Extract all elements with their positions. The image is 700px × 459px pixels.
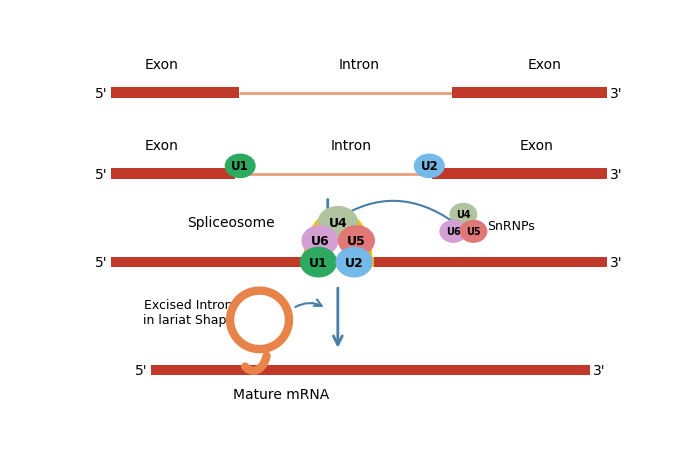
Text: Exon: Exon [144, 58, 178, 72]
Ellipse shape [225, 154, 256, 179]
Ellipse shape [440, 220, 468, 243]
Text: 5': 5' [135, 363, 148, 377]
Text: U6: U6 [311, 235, 329, 247]
Text: Mature mRNA: Mature mRNA [233, 387, 330, 401]
Text: U6: U6 [446, 227, 461, 237]
Bar [111, 257, 309, 268]
Bar [452, 88, 607, 99]
Ellipse shape [338, 226, 375, 257]
Text: Exon: Exon [520, 139, 554, 153]
Text: U5: U5 [466, 227, 481, 237]
Text: U4: U4 [328, 216, 347, 229]
Text: SnRNPs: SnRNPs [486, 219, 534, 232]
Bar [306, 257, 374, 268]
Ellipse shape [335, 247, 372, 278]
Text: 3': 3' [610, 86, 622, 101]
Ellipse shape [302, 226, 339, 257]
Text: U1: U1 [309, 256, 328, 269]
Ellipse shape [300, 247, 337, 278]
Ellipse shape [449, 203, 477, 226]
Bar [151, 365, 589, 375]
Text: Exon: Exon [528, 58, 561, 72]
Text: 5': 5' [95, 167, 108, 181]
Ellipse shape [414, 154, 444, 179]
Bar [372, 257, 607, 268]
Bar [111, 88, 239, 99]
Text: Intron: Intron [338, 58, 379, 72]
Bar [111, 169, 234, 179]
Text: Excised Intron
in lariat Shape: Excised Intron in lariat Shape [143, 298, 234, 326]
Text: 3': 3' [593, 363, 606, 377]
Text: U1: U1 [231, 160, 249, 173]
Text: Intron: Intron [330, 139, 372, 153]
Text: 3': 3' [610, 167, 622, 181]
Ellipse shape [459, 220, 487, 243]
Text: U2: U2 [344, 256, 363, 269]
Text: U4: U4 [456, 210, 470, 220]
Text: Exon: Exon [144, 139, 178, 153]
Text: Spliceosome: Spliceosome [187, 216, 274, 230]
Text: 5': 5' [95, 86, 108, 101]
Ellipse shape [318, 207, 358, 239]
Text: 5': 5' [95, 256, 108, 269]
Bar [433, 169, 607, 179]
Text: U5: U5 [347, 235, 366, 247]
Text: U2: U2 [421, 160, 438, 173]
Text: 3': 3' [610, 256, 622, 269]
